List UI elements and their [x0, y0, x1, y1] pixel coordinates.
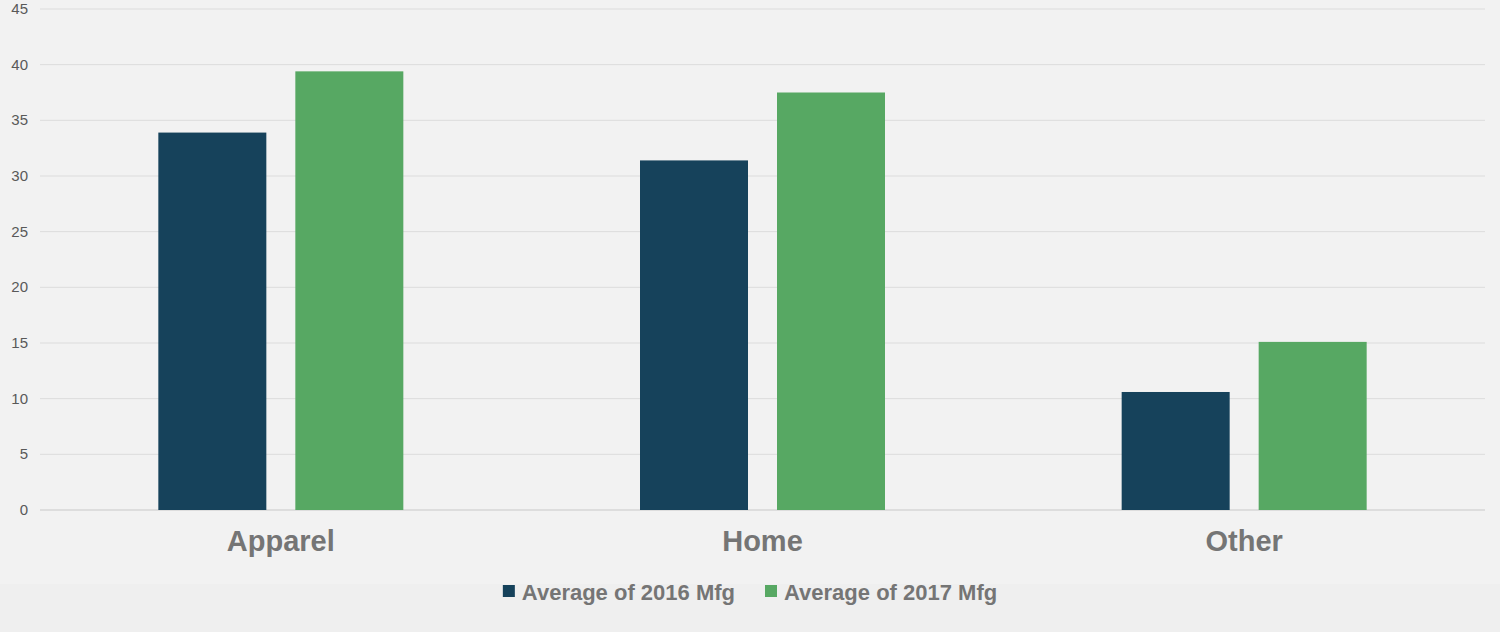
bar	[640, 160, 748, 510]
y-tick-label: 45	[11, 0, 28, 17]
legend-swatch	[503, 585, 515, 597]
grid-line	[40, 64, 1485, 65]
y-tick-label: 40	[11, 56, 28, 73]
bar	[777, 93, 885, 511]
legend-label: Average of 2017 Mfg	[784, 580, 997, 605]
y-tick-label: 10	[11, 390, 28, 407]
bar	[1259, 342, 1367, 510]
grid-line	[40, 9, 1485, 10]
chart: 0 5 10 15 20 25 30 35 40 45 Apparel Home Other Averag…	[0, 0, 1500, 632]
y-tick-label: 20	[11, 278, 28, 295]
legend-band	[0, 584, 1500, 632]
y-tick-label: 5	[20, 445, 28, 462]
bar	[295, 71, 403, 510]
grid-line	[40, 120, 1485, 121]
y-tick-label: 0	[20, 501, 28, 518]
y-tick-label: 25	[11, 223, 28, 240]
x-tick-label: Other	[1205, 525, 1282, 557]
y-tick-label: 30	[11, 167, 28, 184]
background	[0, 0, 1500, 632]
legend: Average of 2016 Mfg Average of 2017 Mfg	[503, 580, 997, 605]
legend-swatch	[765, 585, 777, 597]
x-tick-label: Home	[722, 525, 803, 557]
bars	[158, 71, 1366, 510]
x-tick-label: Apparel	[227, 525, 335, 557]
bar	[1122, 392, 1230, 510]
y-tick-label: 35	[11, 111, 28, 128]
y-tick-label: 15	[11, 334, 28, 351]
legend-label: Average of 2016 Mfg	[522, 580, 735, 605]
bar	[158, 133, 266, 510]
